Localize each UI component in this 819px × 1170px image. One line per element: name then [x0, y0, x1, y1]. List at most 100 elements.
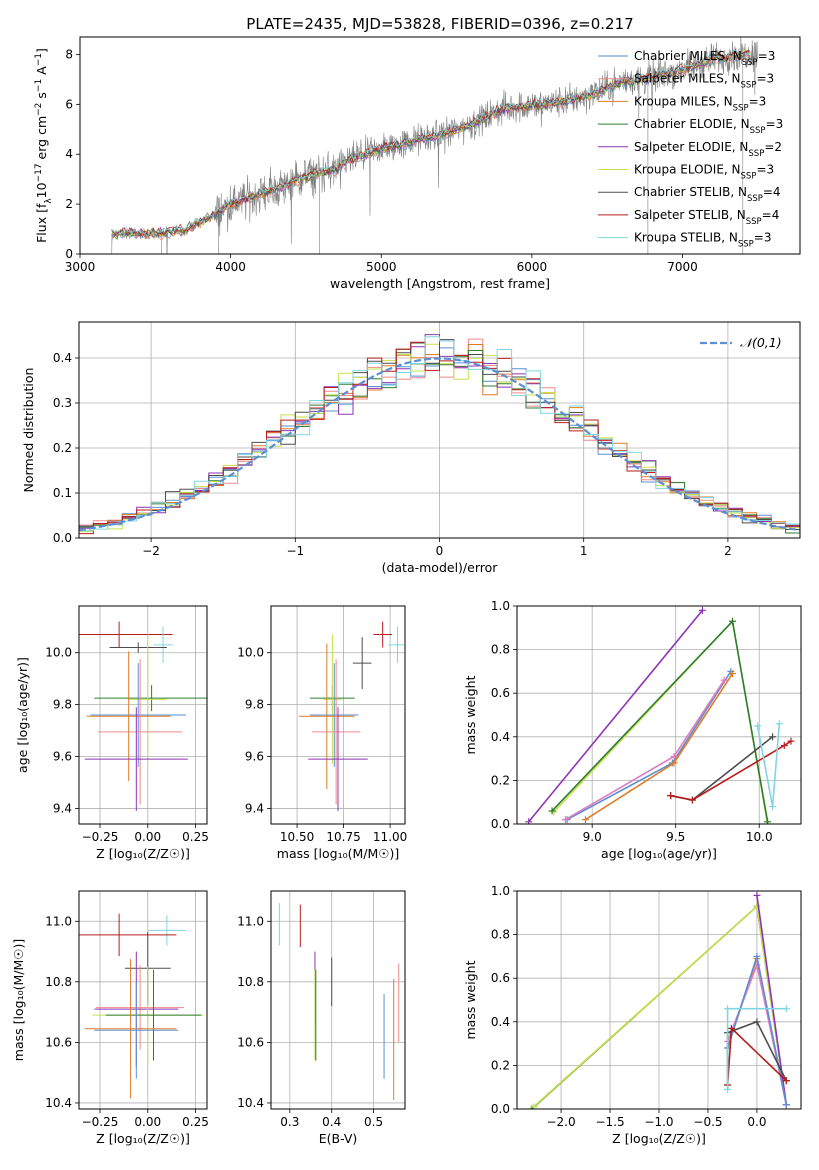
spectrum-ylabel-part: Flux [f	[34, 203, 49, 243]
spectrum-xtick-label: 6000	[517, 260, 548, 274]
mass_vs_Z-ytick-label: 10.6	[45, 1035, 72, 1049]
mass_vs_EBV-ytick-label: 11.0	[237, 914, 264, 928]
legend-entry-text: Chabrier STELIB, N	[634, 185, 747, 199]
mass_vs_EBV-axes: 0.3 0.4 0.5 10.4 10.6 10.8 11.0 E(B-V)	[237, 890, 406, 1146]
residuals-xtick-label: −1	[286, 544, 304, 558]
spectrum-ylabel-part: −2	[34, 103, 44, 116]
legend-entry-chabrier-miles: Chabrier MILES, NSSP=3	[634, 49, 775, 68]
age_vs_Z-plot-area	[79, 621, 207, 812]
massweight_vs_Z-xtick-label: −0.5	[693, 1115, 722, 1129]
legend-entry-text: Kroupa MILES, N	[634, 94, 733, 108]
legend-entry-chabrier-stelib: Chabrier STELIB, NSSP=4	[634, 185, 781, 204]
massweight_vs_Z-xtick-label: −1.0	[644, 1115, 673, 1129]
age_vs_mass-xlabel: mass [log₁₀(M/M☉)]	[277, 846, 399, 861]
errorbar-chabrier-miles	[90, 663, 186, 767]
errorbar-chabrier-stelib	[352, 637, 372, 690]
errorbar-chabrier-elodie	[105, 969, 202, 1061]
mass-weight-series-kroupa-elodie	[530, 902, 790, 1109]
massweight_vs_Z-ytick-label: 1.0	[491, 884, 510, 898]
massweight_vs_Z-ytick-label: 0.4	[491, 1015, 510, 1029]
legend-entry-text: Chabrier ELODIE, N	[634, 117, 750, 131]
spectrum-ytick-label: 4	[65, 147, 73, 161]
mass_vs_EBV-plot-area	[278, 903, 400, 1100]
residuals-ylabel: Normed distribution	[21, 368, 36, 493]
mass-weight-series-kroupa-stelib	[724, 1005, 790, 1093]
mass-weight-line-salpeter-stelib	[670, 740, 792, 801]
age_vs_mass-xtick-label: 10.75	[326, 830, 360, 844]
mass_vs_Z-frame	[78, 890, 208, 1110]
legend-entry-nssp: =4	[763, 185, 781, 199]
hist-step-salpeter-stelib	[79, 341, 800, 535]
mass_vs_EBV-xtick-label: 0.3	[280, 1115, 299, 1129]
massweight_vs_Z-xlabel: Z [log₁₀(Z/Z☉)]	[612, 1131, 706, 1146]
massweight_vs_age-xtick-label: 10.0	[746, 830, 773, 844]
massweight_vs_Z-plot-area	[528, 891, 790, 1109]
massweight_vs_Z-ylabel: mass weight	[463, 960, 478, 1039]
legend-entry-salpeter-miles: Salpeter MILES, NSSP=3	[634, 72, 774, 91]
age_vs_mass-plot-area	[298, 621, 405, 812]
errorbar-salpeter-miles	[98, 659, 183, 805]
errorbar-kroupa-elodie	[323, 634, 342, 765]
massweight_vs_age-ytick-label: 0.2	[491, 773, 510, 787]
errorbar-kroupa-miles	[84, 959, 177, 1099]
mass-weight-line-kroupa-elodie	[533, 904, 788, 1108]
errorbar-salpeter-stelib	[79, 621, 173, 648]
residuals-xtick-label: −2	[142, 544, 160, 558]
mass-weight-series-salpeter-stelib	[667, 737, 795, 804]
legend-entry-nssp: =3	[754, 231, 772, 245]
massweight_vs_age-xtick-label: 9.0	[583, 830, 602, 844]
legend-entry-nssp: =3	[756, 163, 774, 177]
mass_vs_Z-plot-area	[79, 913, 204, 1099]
massweight_vs_Z-ytick-label: 0.0	[491, 1102, 510, 1116]
age_vs_Z-xtick-label: −0.25	[82, 830, 119, 844]
age_vs_Z-ytick-label: 10.0	[45, 646, 72, 660]
legend-entry-nssp: =4	[762, 208, 780, 222]
age_vs_Z-ylabel: age [log₁₀(age/yr)]	[15, 657, 30, 773]
legend-entry-sub: SSP	[733, 103, 749, 113]
massweight_vs_Z-ytick-label: 0.8	[491, 928, 510, 942]
residuals-xtick-label: 0	[436, 544, 444, 558]
spectrum-xtick-label: 4000	[215, 260, 246, 274]
legend-entry-text: Kroupa ELODIE, N	[634, 163, 741, 177]
legend-entry-sub: SSP	[748, 149, 764, 159]
spectrum-ytick-label: 0	[65, 247, 73, 261]
age_vs_mass-xtick-label: 11.00	[373, 830, 407, 844]
errorbar-chabrier-elodie	[94, 685, 207, 712]
legend-entry-kroupa-elodie: Kroupa ELODIE, NSSP=3	[634, 163, 774, 182]
mass-weight-series-chabrier-stelib	[667, 733, 777, 804]
legend-entry-sub: SSP	[746, 217, 762, 227]
massweight_vs_Z-ytick-label: 0.6	[491, 971, 510, 985]
legend-entry-salpeter-stelib: Salpeter STELIB, NSSP=4	[634, 208, 779, 227]
spectrum-xtick-label: 7000	[667, 260, 698, 274]
spectrum-xlabel: wavelength [Angstrom, rest frame]	[330, 276, 550, 291]
residuals-frame	[78, 321, 801, 539]
age_vs_mass-ytick-label: 10.0	[237, 646, 264, 660]
legend-entry-sub: SSP	[741, 172, 757, 182]
massweight_vs_age-xlabel: age [log₁₀(age/yr)]	[601, 846, 717, 861]
residuals-xtick-label: 2	[724, 544, 732, 558]
errorbar-kroupa-miles	[86, 651, 171, 782]
massweight_vs_Z-axes: −2.0 −1.5 −1.0 −0.5 0.0 0.0 0.2 0.4 0.6 0.8 1.0 Z […	[463, 884, 802, 1146]
mass-weight-line-kroupa-elodie	[553, 619, 769, 824]
mass_vs_Z-ytick-label: 10.4	[45, 1096, 72, 1110]
mass_vs_Z-ylabel: mass [log₁₀(M/M☉)]	[11, 939, 26, 1061]
age_vs_Z-xlabel: Z [log₁₀(Z/Z☉)]	[96, 846, 190, 861]
model-line-chabrier-stelib	[111, 49, 751, 238]
errorbar-salpeter-elodie	[84, 707, 188, 812]
mass-weight-series-kroupa-miles	[581, 670, 737, 824]
legend-entry-text: Kroupa STELIB, N	[634, 231, 738, 245]
age_vs_mass-ytick-label: 9.4	[245, 801, 264, 815]
errorbar-salpeter-miles	[96, 965, 185, 1050]
spectrum-ylabel-part: ]	[34, 48, 49, 53]
legend-entry-text: Salpeter MILES, N	[634, 72, 741, 86]
mass_vs_EBV-ytick-label: 10.8	[237, 975, 264, 989]
mass_vs_Z-ytick-label: 10.8	[45, 975, 72, 989]
legend-entry-sub: SSP	[741, 81, 757, 91]
errorbar-chabrier-miles	[94, 981, 179, 1079]
errorbar-salpeter-elodie	[308, 707, 368, 812]
massweight_vs_age-ytick-label: 0.6	[491, 686, 510, 700]
residuals-axes: −2 −1 0 1 2 0.0 0.1 0.2 0.3 0.4 (data-model)/error…	[21, 321, 801, 575]
mass-weight-line-salpeter-elodie	[528, 609, 704, 823]
errorbar-salpeter-stelib	[373, 621, 392, 648]
